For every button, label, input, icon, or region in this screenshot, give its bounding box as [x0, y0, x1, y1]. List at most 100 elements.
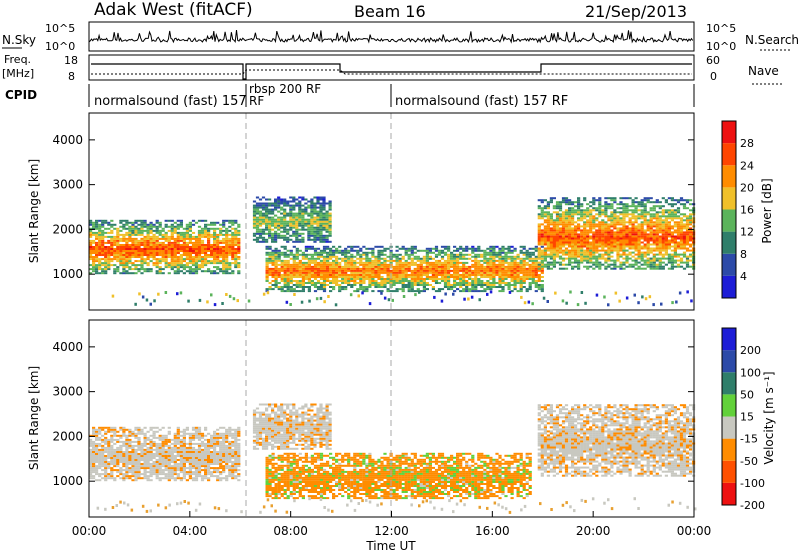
- heatmap-cell: [95, 242, 98, 244]
- heatmap-cell: [656, 240, 659, 242]
- heatmap-cell: [377, 266, 380, 268]
- heatmap-cell: [580, 217, 583, 219]
- heatmap-cell: [387, 266, 390, 268]
- heatmap-cell: [368, 262, 371, 264]
- heatmap-cell: [222, 270, 225, 272]
- heatmap-cell: [625, 207, 628, 209]
- heatmap-cell: [147, 226, 150, 228]
- heatmap-cell: [498, 286, 501, 288]
- heatmap-cell: [538, 268, 541, 270]
- heatmap-cell: [653, 248, 656, 250]
- heatmap-cell: [601, 264, 604, 266]
- heatmap-cell: [116, 242, 119, 244]
- heatmap-cell: [134, 256, 137, 258]
- heatmap-cell: [574, 262, 577, 264]
- heatmap-cell: [316, 199, 319, 201]
- heatmap-cell: [101, 244, 104, 246]
- heatmap-cell: [583, 250, 586, 252]
- heatmap-cell: [110, 224, 113, 226]
- heatmap-cell: [622, 264, 625, 266]
- heatmap-cell: [607, 248, 610, 250]
- heatmap-cell: [671, 227, 674, 229]
- heatmap-cell: [365, 288, 368, 290]
- heatmap-cell: [268, 211, 271, 213]
- heatmap-cell: [104, 459, 107, 461]
- heatmap-cell: [180, 224, 183, 226]
- heatmap-cell: [556, 207, 559, 209]
- heatmap-cell: [95, 447, 98, 449]
- heatmap-cell: [253, 233, 256, 235]
- heatmap-cell: [641, 209, 644, 211]
- heatmap-cell: [399, 254, 402, 256]
- heatmap-cell: [125, 471, 128, 473]
- heatmap-cell: [644, 209, 647, 211]
- heatmap-cell: [683, 227, 686, 229]
- heatmap-cell: [377, 272, 380, 274]
- heatmap-cell: [101, 469, 104, 471]
- heatmap-cell: [92, 465, 95, 467]
- heatmap-cell: [131, 268, 134, 270]
- heatmap-cell: [495, 270, 498, 272]
- heatmap-cell: [638, 236, 641, 238]
- heatmap-cell: [147, 236, 150, 238]
- heatmap-cell: [402, 286, 405, 288]
- heatmap-cell: [411, 246, 414, 248]
- heatmap-cell: [326, 219, 329, 221]
- heatmap-cell: [468, 276, 471, 278]
- heatmap-cell: [456, 264, 459, 266]
- heatmap-cell: [165, 252, 168, 254]
- heatmap-cell: [604, 205, 607, 207]
- heatmap-cell: [622, 258, 625, 260]
- heatmap-cell: [674, 236, 677, 238]
- heatmap-cell: [659, 221, 662, 223]
- heatmap-cell: [326, 223, 329, 225]
- heatmap-cell: [616, 231, 619, 233]
- heatmap-cell: [192, 262, 195, 264]
- heatmap-cell: [613, 248, 616, 250]
- heatmap-cell: [110, 250, 113, 252]
- heatmap-cell: [613, 238, 616, 240]
- heatmap-cell: [680, 199, 683, 201]
- heatmap-cell: [171, 248, 174, 250]
- heatmap-cell: [532, 260, 535, 262]
- heatmap-cell: [641, 256, 644, 258]
- heatmap-cell: [277, 223, 280, 225]
- heatmap-cell: [162, 256, 165, 258]
- heatmap-cell: [532, 274, 535, 276]
- heatmap-cell: [98, 234, 101, 236]
- heatmap-cell: [387, 256, 390, 258]
- heatmap-cell: [556, 221, 559, 223]
- heatmap-cell: [444, 286, 447, 288]
- heatmap-cell: [107, 222, 110, 224]
- heatmap-cell: [269, 254, 272, 256]
- heatmap-cell: [562, 240, 565, 242]
- heatmap-cell: [632, 244, 635, 246]
- heatmap-cell: [125, 264, 128, 266]
- heatmap-cell: [532, 264, 535, 266]
- heatmap-cell: [377, 290, 380, 292]
- heatmap-cell: [277, 199, 280, 201]
- heatmap-cell: [616, 256, 619, 258]
- heatmap-cell: [213, 260, 216, 262]
- heatmap-cell: [287, 272, 290, 274]
- heatmap-cell: [368, 260, 371, 262]
- heatmap-cell: [113, 435, 116, 437]
- heatmap-cell: [668, 215, 671, 217]
- heatmap-cell: [414, 280, 417, 282]
- heatmap-cell: [289, 211, 292, 213]
- heatmap-cell: [577, 264, 580, 266]
- heatmap-cell: [265, 203, 268, 205]
- heatmap-cell: [317, 274, 320, 276]
- heatmap-cell: [638, 229, 641, 231]
- heatmap-cell: [517, 268, 520, 270]
- heatmap-cell: [622, 252, 625, 254]
- heatmap-cell: [408, 264, 411, 266]
- heatmap-cell: [647, 213, 650, 215]
- heatmap-cell: [147, 230, 150, 232]
- heatmap-cell: [444, 274, 447, 276]
- heatmap-cell: [332, 262, 335, 264]
- heatmap-cell: [140, 220, 143, 222]
- heatmap-cell: [171, 232, 174, 234]
- heatmap-cell: [598, 236, 601, 238]
- heatmap-cell: [295, 205, 298, 207]
